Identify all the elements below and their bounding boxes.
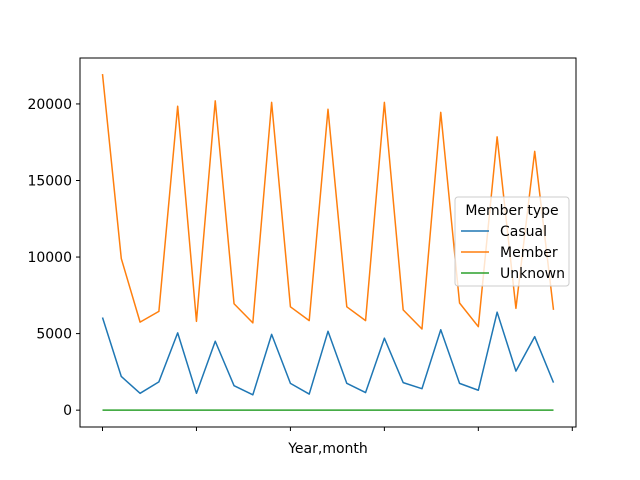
y-axis: 0 5000 10000 15000 20000	[27, 97, 80, 419]
series-line-casual	[101, 311, 555, 396]
series-line-member	[101, 74, 555, 330]
legend-title: Member type	[465, 203, 558, 219]
legend-entries: Casual Member Unknown	[461, 224, 565, 282]
legend-label-unknown: Unknown	[500, 266, 565, 282]
x-axis-label: Year,month	[287, 441, 368, 457]
axes-frame	[79, 57, 577, 428]
x-axis	[102, 427, 573, 431]
y-tick-label: 20000	[27, 97, 72, 113]
y-tick-label: 15000	[27, 173, 72, 189]
legend-label-casual: Casual	[500, 224, 547, 240]
legend-label-member: Member	[500, 245, 558, 261]
plot-area	[101, 74, 555, 411]
y-tick-label: 10000	[27, 250, 72, 266]
legend-box	[454, 196, 570, 287]
legend: Member type Casual Member Unknown	[454, 196, 570, 287]
y-tick-label: 5000	[36, 327, 72, 343]
y-tick-label: 0	[63, 403, 72, 419]
